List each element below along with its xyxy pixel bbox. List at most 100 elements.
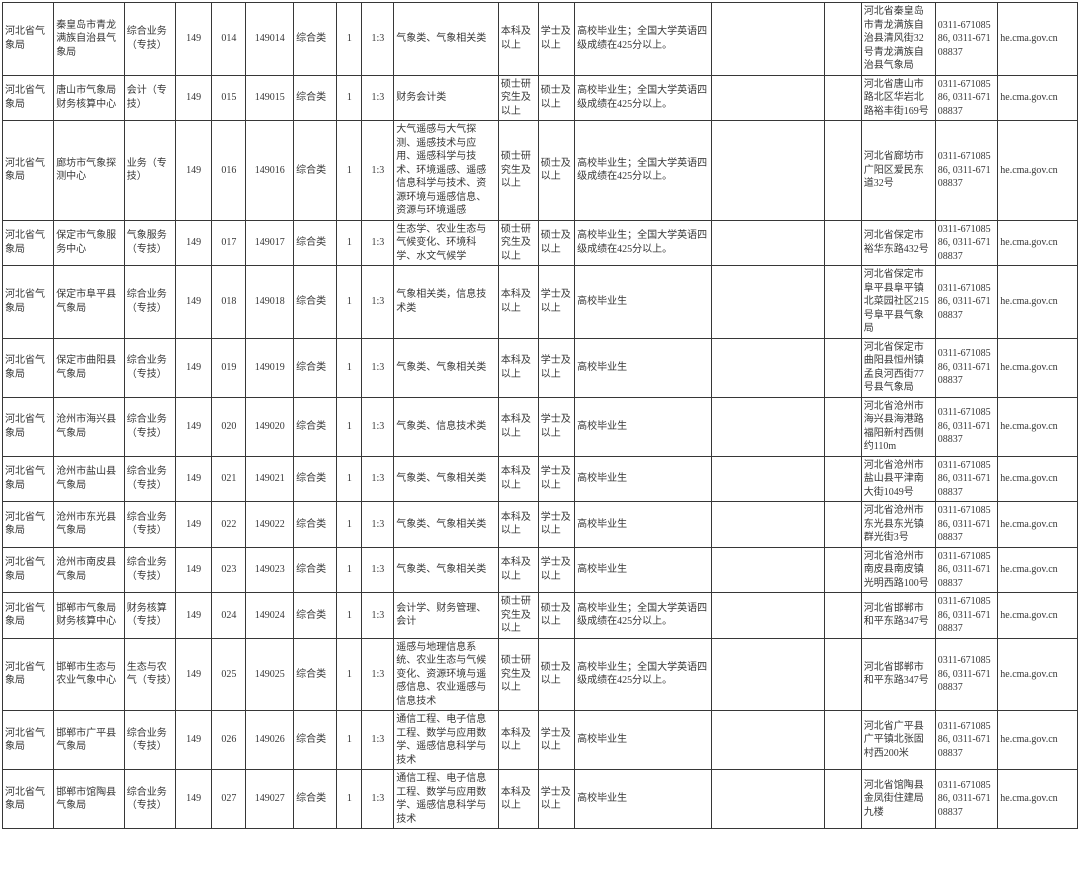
table-cell [711,121,825,221]
table-cell: he.cma.gov.cn [998,3,1078,76]
table-row: 河北省气象局邯郸市广平县气象局综合业务（专技）149026149026综合类11… [3,711,1078,770]
table-row: 河北省气象局廊坊市气象探测中心业务（专技）149016149016综合类11:3… [3,121,1078,221]
table-cell: 河北省气象局 [3,121,54,221]
table-cell: 149 [175,75,211,121]
table-cell: 气象服务（专技） [124,220,175,266]
table-cell: 1:3 [362,502,394,548]
table-cell: 0311-67108586, 0311-67108837 [935,456,998,502]
table-cell: 气象类、气象相关类 [394,547,499,593]
table-cell: 硕士研究生及以上 [498,121,538,221]
table-cell: 本科及以上 [498,456,538,502]
table-cell: 大气遥感与大气探测、遥感技术与应用、遥感科学与技术、环境遥感、遥感信息科学与技术… [394,121,499,221]
table-cell: he.cma.gov.cn [998,770,1078,829]
table-cell: 高校毕业生 [575,456,712,502]
table-cell: 149 [175,121,211,221]
table-cell: 沧州市盐山县气象局 [54,456,125,502]
table-cell [711,502,825,548]
table-cell: 硕士研究生及以上 [498,75,538,121]
table-cell: 生态与农气（专技） [124,638,175,711]
table-cell: 0311-67108586, 0311-67108837 [935,638,998,711]
table-cell: 河北省气象局 [3,397,54,456]
table-cell: 河北省气象局 [3,75,54,121]
table-cell: he.cma.gov.cn [998,397,1078,456]
table-cell: he.cma.gov.cn [998,220,1078,266]
table-cell: 1 [337,220,362,266]
table-cell: 河北省广平县广平镇北张固村西200米 [861,711,935,770]
table-cell: 综合类 [294,266,337,339]
table-cell: 149020 [246,397,294,456]
table-cell [711,75,825,121]
table-cell: 0311-67108586, 0311-67108837 [935,3,998,76]
table-cell: 气象类、气象相关类 [394,502,499,548]
table-cell: 024 [212,593,246,639]
table-cell: 气象类、气象相关类 [394,456,499,502]
table-cell: 149021 [246,456,294,502]
table-cell: 0311-67108586, 0311-67108837 [935,711,998,770]
table-cell: 149024 [246,593,294,639]
table-cell: 生态学、农业生态与气候变化、环境科学、水文气候学 [394,220,499,266]
table-cell: 河北省邯郸市和平东路347号 [861,638,935,711]
table-cell: 0311-67108586, 0311-67108837 [935,502,998,548]
table-cell: 1:3 [362,638,394,711]
table-cell [825,3,861,76]
table-cell: 1:3 [362,3,394,76]
table-cell: 河北省廊坊市广阳区爱民东道32号 [861,121,935,221]
table-cell: 149027 [246,770,294,829]
table-cell: 1 [337,593,362,639]
table-cell: 硕士及以上 [538,638,574,711]
table-cell: 149014 [246,3,294,76]
table-cell: 河北省气象局 [3,338,54,397]
table-cell: 1:3 [362,338,394,397]
table-cell: 保定市阜平县气象局 [54,266,125,339]
table-cell: 河北省沧州市盐山县平津南大街1049号 [861,456,935,502]
table-cell: 高校毕业生 [575,502,712,548]
table-cell [825,121,861,221]
table-cell: 高校毕业生 [575,266,712,339]
table-body: 河北省气象局秦皇岛市青龙满族自治县气象局综合业务（专技）149014149014… [3,3,1078,829]
table-cell: 气象类、信息技术类 [394,397,499,456]
table-cell: 149 [175,220,211,266]
table-cell: 149025 [246,638,294,711]
table-cell: 综合类 [294,121,337,221]
table-cell: 沧州市海兴县气象局 [54,397,125,456]
table-cell: 邯郸市馆陶县气象局 [54,770,125,829]
table-cell: 本科及以上 [498,266,538,339]
table-cell: he.cma.gov.cn [998,502,1078,548]
table-cell: 综合类 [294,770,337,829]
table-cell: 综合类 [294,638,337,711]
table-cell: 本科及以上 [498,338,538,397]
table-cell [711,338,825,397]
table-cell: 河北省沧州市海兴县海港路福阳新村西侧约110m [861,397,935,456]
table-cell: 财务会计类 [394,75,499,121]
table-cell [825,266,861,339]
table-cell: 高校毕业生；全国大学英语四级成绩在425分以上。 [575,220,712,266]
table-cell: 业务（专技） [124,121,175,221]
table-cell: 硕士及以上 [538,75,574,121]
table-cell [711,547,825,593]
table-cell: 河北省气象局 [3,220,54,266]
table-cell: 综合类 [294,3,337,76]
table-cell: 149 [175,397,211,456]
table-row: 河北省气象局沧州市海兴县气象局综合业务（专技）149020149020综合类11… [3,397,1078,456]
table-cell: 沧州市南皮县气象局 [54,547,125,593]
table-cell: 保定市曲阳县气象局 [54,338,125,397]
table-cell: 硕士及以上 [538,593,574,639]
table-cell: 综合业务（专技） [124,3,175,76]
table-cell: he.cma.gov.cn [998,338,1078,397]
table-row: 河北省气象局邯郸市气象局财务核算中心财务核算（专技）149024149024综合… [3,593,1078,639]
table-row: 河北省气象局邯郸市馆陶县气象局综合业务（专技）149027149027综合类11… [3,770,1078,829]
table-cell: 149019 [246,338,294,397]
table-cell: 019 [212,338,246,397]
table-cell: 1:3 [362,397,394,456]
table-cell: 高校毕业生；全国大学英语四级成绩在425分以上。 [575,638,712,711]
table-cell: he.cma.gov.cn [998,638,1078,711]
table-cell: 025 [212,638,246,711]
table-cell: 149 [175,3,211,76]
table-cell: 硕士及以上 [538,121,574,221]
table-cell: 1 [337,266,362,339]
table-cell: 学士及以上 [538,547,574,593]
table-cell [711,266,825,339]
table-cell: 廊坊市气象探测中心 [54,121,125,221]
table-row: 河北省气象局沧州市东光县气象局综合业务（专技）149022149022综合类11… [3,502,1078,548]
table-cell: 0311-67108586, 0311-67108837 [935,770,998,829]
